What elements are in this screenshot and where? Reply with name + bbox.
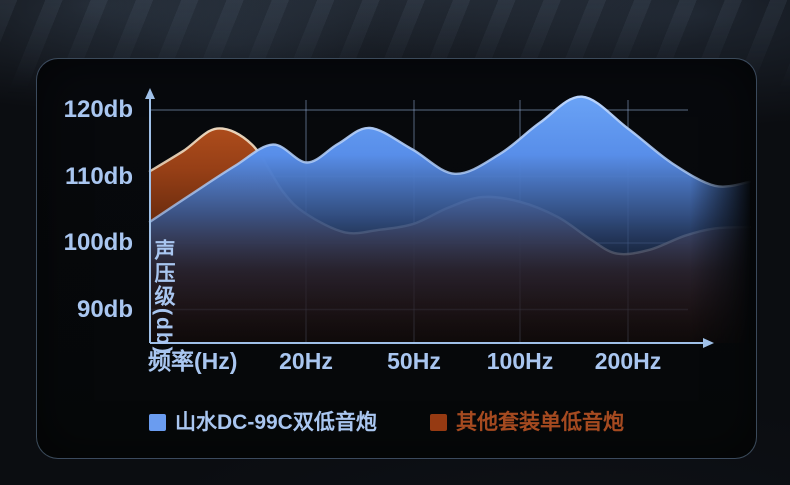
legend-item-blue-series: 山水DC-99C双低音炮 bbox=[149, 412, 377, 433]
x-tick-label: 100Hz bbox=[486, 348, 554, 374]
y-axis-arrow-icon bbox=[145, 88, 155, 99]
legend-label: 其他套装单低音炮 bbox=[456, 411, 624, 434]
chart-area-series bbox=[148, 95, 752, 343]
legend-label: 山水DC-99C双低音炮 bbox=[175, 411, 377, 434]
y-axis-title: 声压级(db) bbox=[152, 239, 175, 356]
legend-swatch-icon bbox=[149, 414, 166, 431]
area-fill-blue bbox=[150, 96, 750, 343]
y-tick-label: 100db bbox=[63, 229, 133, 256]
x-tick-label: 200Hz bbox=[594, 348, 662, 374]
x-axis-arrow-icon bbox=[703, 338, 714, 348]
legend-item-orange-series: 其他套装单低音炮 bbox=[430, 412, 624, 433]
x-tick-label: 20Hz bbox=[279, 348, 333, 374]
y-tick-label: 110db bbox=[64, 162, 133, 190]
y-tick-label: 90db bbox=[76, 295, 133, 323]
area-stroke-blue bbox=[148, 95, 752, 223]
x-tick-label: 50Hz bbox=[387, 348, 441, 374]
x-axis-title: 频率(Hz) bbox=[148, 348, 238, 374]
y-tick-label: 120db bbox=[63, 96, 133, 123]
legend-swatch-icon bbox=[430, 414, 447, 431]
